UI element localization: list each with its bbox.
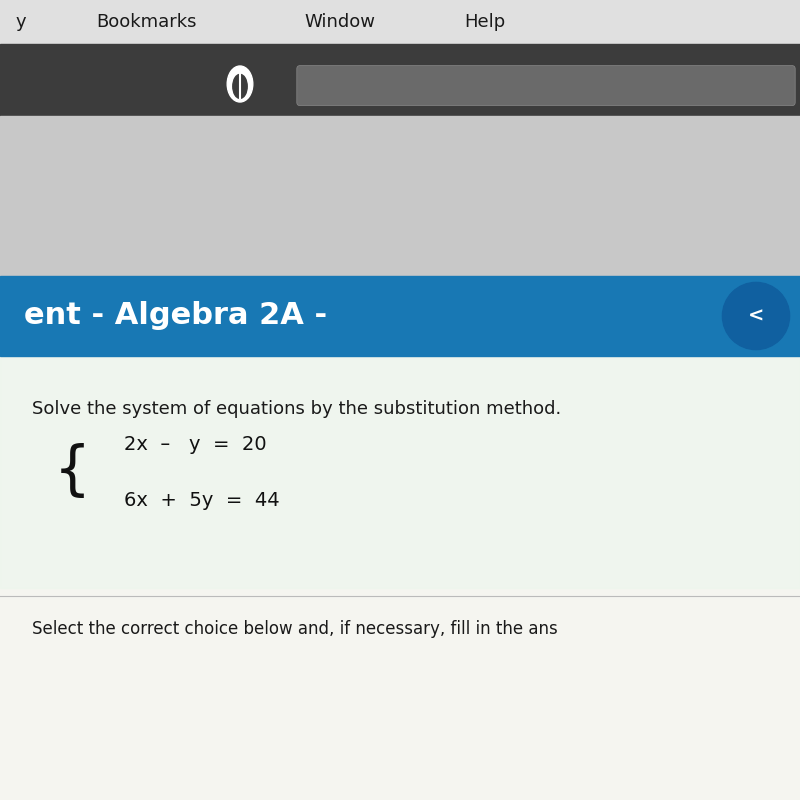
Text: y: y (16, 13, 26, 31)
Text: 2x  –   y  =  20: 2x – y = 20 (124, 434, 266, 454)
Text: {: { (54, 443, 90, 501)
FancyBboxPatch shape (297, 66, 795, 106)
Text: Solve the system of equations by the substitution method.: Solve the system of equations by the sub… (32, 400, 562, 418)
Bar (0, 116, 800, 276)
Text: 6x  +  5y  =  44: 6x + 5y = 44 (124, 490, 280, 510)
Text: Select the correct choice below and, if necessary, fill in the ans: Select the correct choice below and, if … (32, 620, 558, 638)
Bar (0, 356, 800, 800)
Bar (0, 0, 800, 44)
Text: Bookmarks: Bookmarks (96, 13, 197, 31)
Bar (0, 44, 800, 116)
Bar (0, 356, 800, 588)
Text: Window: Window (304, 13, 375, 31)
Circle shape (722, 282, 790, 350)
Text: ent - Algebra 2A -: ent - Algebra 2A - (24, 302, 327, 330)
Text: Help: Help (464, 13, 506, 31)
Ellipse shape (233, 74, 247, 98)
Ellipse shape (227, 66, 253, 102)
Text: <: < (748, 306, 764, 326)
Bar (0, 276, 800, 356)
